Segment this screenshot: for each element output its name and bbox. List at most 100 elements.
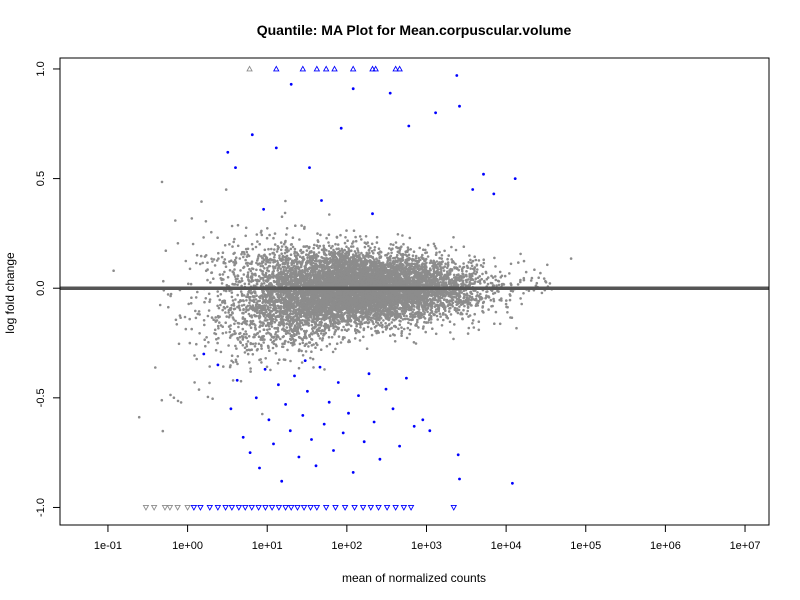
scatter-point — [460, 291, 464, 294]
scatter-point — [264, 319, 268, 322]
scatter-point — [233, 322, 236, 326]
scatter-point — [247, 312, 251, 316]
scatter-point — [416, 320, 419, 324]
scatter-point — [303, 344, 307, 348]
scatter-point — [365, 251, 369, 255]
scatter-point — [444, 262, 447, 266]
scatter-point — [219, 350, 223, 354]
scatter-point — [456, 311, 460, 315]
scatter-point — [458, 305, 461, 308]
scatter-point — [276, 269, 280, 272]
scatter-point — [234, 298, 237, 301]
scatter-point — [261, 412, 264, 416]
scatter-point — [379, 321, 383, 325]
scatter-point — [286, 348, 289, 352]
scatter-point — [242, 294, 246, 297]
scatter-point — [446, 261, 450, 264]
scatter-point — [508, 298, 512, 302]
scatter-point — [242, 332, 246, 336]
scatter-point — [479, 298, 482, 301]
scatter-point — [394, 241, 398, 244]
scatter-point — [454, 248, 458, 252]
scatter-point — [212, 258, 216, 261]
scatter-point — [227, 315, 231, 319]
scatter-point — [249, 370, 252, 373]
scatter-point — [404, 258, 408, 262]
scatter-point — [397, 327, 400, 331]
scatter-point — [169, 292, 173, 296]
scatter-point — [344, 236, 347, 239]
scatter-point — [298, 342, 302, 346]
scatter-point — [207, 309, 211, 312]
scatter-point — [308, 258, 312, 262]
scatter-point — [370, 242, 374, 246]
scatter-point — [346, 239, 349, 242]
scatter-point — [231, 245, 234, 248]
scatter-point — [264, 357, 268, 360]
scatter-point — [292, 261, 296, 265]
scatter-point — [246, 352, 250, 356]
scatter-point — [221, 332, 225, 335]
scatter-point — [307, 318, 310, 321]
scatter-point — [467, 326, 471, 330]
scatter-point — [224, 321, 227, 325]
scatter-point — [449, 331, 452, 334]
scatter-point — [275, 338, 278, 341]
scatter-point — [366, 241, 370, 244]
scatter-point — [161, 429, 165, 433]
scatter-point — [236, 338, 240, 341]
scatter-point — [282, 242, 286, 246]
scatter-point — [305, 249, 309, 252]
scatter-point — [395, 245, 398, 249]
scatter-point — [381, 325, 384, 329]
scatter-point — [223, 244, 227, 247]
scatter-point — [510, 283, 513, 287]
scatter-point — [477, 259, 481, 262]
scatter-point — [233, 237, 236, 241]
scatter-point — [495, 284, 498, 287]
scatter-point — [218, 298, 221, 302]
scatter-point — [236, 293, 239, 297]
scatter-point — [252, 300, 256, 304]
scatter-point — [291, 336, 294, 339]
scatter-point — [208, 298, 212, 301]
scatter-point — [343, 312, 346, 316]
scatter-point — [194, 296, 198, 299]
scatter-point — [365, 347, 369, 351]
scatter-point — [179, 316, 182, 320]
scatter-point — [354, 331, 358, 335]
scatter-point — [239, 269, 242, 272]
scatter-point — [479, 264, 483, 267]
scatter-point — [287, 340, 290, 344]
scatter-point — [208, 365, 211, 368]
scatter-point — [259, 276, 263, 280]
scatter-point — [365, 307, 368, 311]
scatter-point — [232, 304, 236, 307]
scatter-point — [167, 305, 170, 309]
scatter-point — [393, 340, 397, 343]
scatter-point — [212, 277, 215, 281]
scatter-point — [224, 289, 228, 293]
scatter-point — [524, 270, 528, 274]
scatter-point — [328, 244, 331, 248]
scatter-point — [217, 336, 220, 340]
scatter-point — [343, 328, 347, 332]
scatter-point — [265, 236, 269, 240]
scatter-point — [254, 298, 258, 301]
scatter-point — [442, 266, 445, 270]
scatter-point — [324, 259, 328, 262]
scatter-point — [241, 336, 245, 340]
scatter-point — [233, 283, 237, 286]
scatter-point — [285, 227, 289, 230]
scatter-point — [288, 337, 292, 341]
scatter-point — [211, 260, 214, 263]
scatter-point — [443, 249, 446, 253]
chart-title: Quantile: MA Plot for Mean.corpuscular.v… — [257, 22, 572, 38]
scatter-point — [417, 256, 421, 260]
scatter-point — [247, 278, 250, 282]
scatter-point — [389, 334, 392, 338]
scatter-point — [318, 326, 322, 330]
scatter-point — [274, 352, 278, 355]
scatter-point — [395, 255, 399, 259]
scatter-point — [257, 342, 261, 346]
